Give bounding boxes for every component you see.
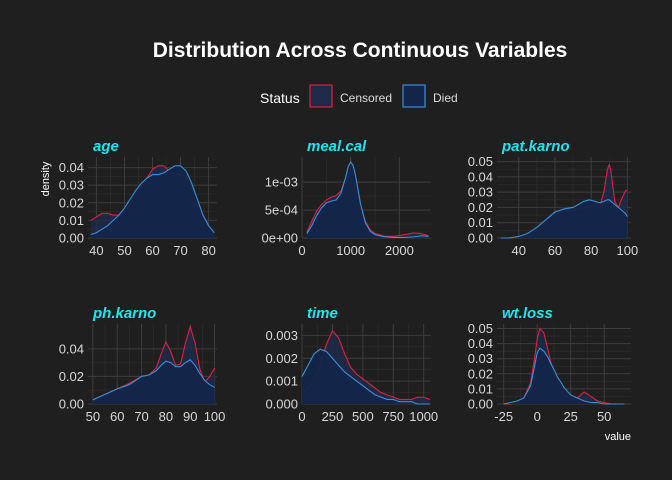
density-area-died — [500, 199, 628, 238]
y-tick-label: 0.03 — [468, 351, 493, 366]
density-line-died — [306, 161, 429, 238]
density-line-censored — [92, 324, 216, 401]
x-tick-label: 80 — [584, 243, 598, 258]
x-tick-label: 40 — [89, 243, 103, 258]
density-area-died — [503, 348, 625, 404]
x-tick-label: 750 — [382, 409, 404, 424]
y-tick-label: 0.01 — [468, 381, 493, 396]
facet-title: ph.karno — [92, 305, 156, 322]
facet-title: pat.karno — [501, 138, 570, 155]
density-area-died — [92, 359, 215, 404]
legend-title: Status — [260, 90, 300, 106]
x-tick-label: 80 — [201, 243, 215, 258]
y-tick-label: 0.04 — [59, 160, 84, 175]
facet-title: meal.cal — [307, 138, 367, 155]
x-tick-label: -25 — [494, 409, 513, 424]
density-area-died — [302, 349, 430, 404]
density-line-died — [90, 165, 215, 236]
y-tick-label: 1e-03 — [265, 175, 298, 190]
facet-age: 40 50 60 70 80 0.00 0.01 0.02 0.03 0.04 age — [59, 138, 217, 258]
y-tick-label: 0.01 — [468, 215, 493, 230]
y-tick-label: 0.00 — [468, 397, 493, 412]
x-tick-label: 50 — [117, 243, 131, 258]
y-tick-label: 0.00 — [59, 397, 84, 412]
y-tick-label: 0.02 — [468, 366, 493, 381]
density-line-died — [500, 199, 628, 239]
y-tick-label: 5e-04 — [265, 203, 298, 218]
x-tick-label: 500 — [352, 409, 374, 424]
density-line-died — [301, 348, 430, 405]
x-tick-label: 60 — [548, 243, 562, 258]
x-tick-label: 60 — [145, 243, 159, 258]
facet-title: wt.loss — [502, 305, 553, 322]
y-tick-label: 0.02 — [59, 195, 84, 210]
y-tick-label: 0.00 — [468, 231, 493, 246]
x-tick-label: 100 — [617, 243, 639, 258]
x-axis-label: value — [605, 431, 631, 443]
x-tick-label: 0 — [298, 409, 305, 424]
y-tick-label: 0.001 — [265, 374, 298, 389]
y-tick-label: 0.05 — [468, 321, 493, 336]
y-axis-label: density — [40, 161, 52, 196]
y-tick-label: 0.002 — [265, 351, 298, 366]
density-area-died — [306, 162, 429, 238]
x-tick-label: 1000 — [336, 243, 365, 258]
facet-time: 0 250 500 750 1000 0.000 0.001 0.002 0.003 time — [265, 305, 438, 424]
y-tick-label: 0.003 — [265, 328, 298, 343]
y-tick-label: 0.00 — [59, 231, 84, 246]
y-tick-label: 0.05 — [468, 154, 493, 169]
x-tick-label: 25 — [563, 409, 577, 424]
x-tick-label: 80 — [159, 409, 173, 424]
facet-wt-loss: -25 0 25 50 0.000.010.020.030.040.05 wt.loss — [468, 305, 631, 424]
x-tick-label: 0 — [298, 243, 305, 258]
x-tick-label: 40 — [511, 243, 525, 258]
density-line-died — [92, 359, 215, 401]
y-tick-label: 0.04 — [468, 336, 493, 351]
facet-meal-cal: 0 1000 2000 0e+00 5e-04 1e-03 meal.cal — [261, 138, 431, 258]
y-tick-label: 0.02 — [468, 200, 493, 215]
x-tick-label: 2000 — [385, 243, 414, 258]
x-tick-label: 70 — [173, 243, 187, 258]
facet-pat-karno: 40 60 80 100 0.000.010.020.030.040.05 pat.kar… — [468, 138, 639, 258]
y-tick-label: 0.01 — [59, 213, 84, 228]
x-tick-label: 90 — [183, 409, 197, 424]
density-line-died — [503, 347, 625, 405]
y-tick-label: 0.04 — [468, 169, 493, 184]
y-tick-label: 0.02 — [59, 369, 84, 384]
legend-key-died — [402, 84, 426, 108]
chart-title: Distribution Across Continuous Variables — [153, 39, 568, 62]
y-tick-label: 0.03 — [59, 178, 84, 193]
y-tick-label: 0.000 — [265, 397, 298, 412]
x-tick-label: 50 — [597, 409, 611, 424]
x-tick-label: 60 — [110, 409, 124, 424]
x-tick-label: 50 — [86, 409, 100, 424]
legend-key-censored — [309, 84, 333, 108]
y-tick-label: 0.03 — [468, 185, 493, 200]
density-area-died — [90, 165, 215, 238]
x-tick-label: 70 — [134, 409, 148, 424]
y-tick-label: 0e+00 — [261, 231, 298, 246]
y-tick-label: 0.04 — [59, 341, 84, 356]
facet-ph-karno: 50 60 70 80 90 100 0.00 0.02 0.04 ph.karno — [59, 305, 226, 424]
legend-label-censored: Censored — [340, 91, 392, 105]
facet-title: time — [307, 305, 338, 322]
x-tick-label: 100 — [204, 409, 226, 424]
legend-label-died: Died — [433, 91, 458, 105]
facet-title: age — [93, 138, 119, 155]
x-tick-label: 250 — [322, 409, 344, 424]
x-tick-label: 1000 — [409, 409, 438, 424]
legend: Status Censored Died — [260, 84, 458, 108]
x-tick-label: 0 — [534, 409, 541, 424]
